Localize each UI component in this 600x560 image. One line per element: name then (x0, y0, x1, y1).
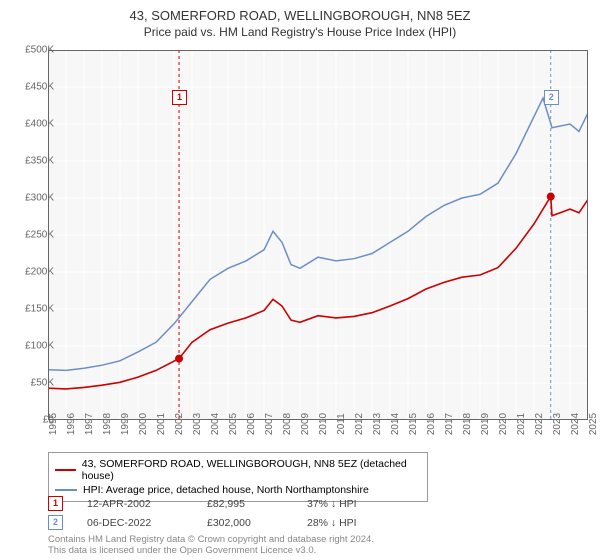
x-tick-label: 2003 (192, 413, 203, 435)
transaction-date: 06-DEC-2022 (87, 517, 187, 529)
y-tick-label: £50K (31, 378, 54, 389)
chart-subtitle: Price paid vs. HM Land Registry's House … (0, 25, 600, 45)
x-tick-label: 2010 (318, 413, 329, 435)
x-tick-label: 2008 (282, 413, 293, 435)
x-tick-label: 2009 (300, 413, 311, 435)
x-tick-label: 2011 (336, 413, 347, 435)
y-tick-label: £500K (25, 45, 54, 56)
transaction-row-1: 1 12-APR-2002 £82,995 37% ↓ HPI (48, 494, 407, 513)
legend-row-property: 43, SOMERFORD ROAD, WELLINGBOROUGH, NN8 … (55, 457, 421, 483)
y-tick-label: £400K (25, 119, 54, 130)
plot-area (48, 50, 588, 420)
x-tick-label: 2024 (570, 413, 581, 435)
x-tick-label: 2004 (210, 413, 221, 435)
x-tick-label: 2020 (498, 413, 509, 435)
transaction-price: £302,000 (207, 517, 287, 529)
x-tick-label: 2012 (354, 413, 365, 435)
x-tick-label: 2021 (516, 413, 527, 435)
transaction-marker-1: 1 (172, 90, 187, 105)
x-tick-label: 2018 (462, 413, 473, 435)
transaction-row-marker: 1 (48, 496, 63, 511)
y-tick-label: £200K (25, 267, 54, 278)
transaction-price: £82,995 (207, 498, 287, 510)
transaction-row-2: 2 06-DEC-2022 £302,000 28% ↓ HPI (48, 513, 407, 532)
footer-line-1: Contains HM Land Registry data © Crown c… (48, 534, 374, 545)
x-tick-label: 2025 (588, 413, 599, 435)
x-tick-label: 1998 (102, 413, 113, 435)
y-tick-label: £350K (25, 156, 54, 167)
x-tick-label: 2006 (246, 413, 257, 435)
x-tick-label: 2000 (138, 413, 149, 435)
y-tick-label: £250K (25, 230, 54, 241)
x-tick-label: 2019 (480, 413, 491, 435)
x-tick-label: 1995 (48, 413, 59, 435)
x-tick-label: 2016 (426, 413, 437, 435)
legend-swatch (55, 469, 76, 471)
x-tick-label: 2014 (390, 413, 401, 435)
transaction-marker-2: 2 (544, 90, 559, 105)
transaction-diff: 37% ↓ HPI (307, 498, 407, 510)
transaction-diff: 28% ↓ HPI (307, 517, 407, 529)
footer-line-2: This data is licensed under the Open Gov… (48, 545, 374, 556)
x-tick-label: 2017 (444, 413, 455, 435)
x-tick-label: 1997 (84, 413, 95, 435)
legend-swatch (55, 489, 77, 491)
y-tick-label: £300K (25, 193, 54, 204)
plot-svg (48, 50, 588, 420)
x-tick-label: 1996 (66, 413, 77, 435)
transaction-row-marker: 2 (48, 515, 63, 530)
legend-label: 43, SOMERFORD ROAD, WELLINGBOROUGH, NN8 … (82, 458, 421, 482)
y-tick-label: £100K (25, 341, 54, 352)
x-tick-label: 2022 (534, 413, 545, 435)
footer-attribution: Contains HM Land Registry data © Crown c… (48, 534, 374, 557)
chart-title: 43, SOMERFORD ROAD, WELLINGBOROUGH, NN8 … (0, 0, 600, 25)
y-tick-label: £150K (25, 304, 54, 315)
transaction-date: 12-APR-2002 (87, 498, 187, 510)
x-tick-label: 2015 (408, 413, 419, 435)
x-tick-label: 2007 (264, 413, 275, 435)
x-tick-label: 2005 (228, 413, 239, 435)
x-tick-label: 2002 (174, 413, 185, 435)
y-tick-label: £450K (25, 82, 54, 93)
x-tick-label: 2023 (552, 413, 563, 435)
transaction-table: 1 12-APR-2002 £82,995 37% ↓ HPI 2 06-DEC-2022… (48, 494, 407, 532)
chart-container: 43, SOMERFORD ROAD, WELLINGBOROUGH, NN8 … (0, 0, 600, 560)
x-tick-label: 2013 (372, 413, 383, 435)
x-tick-label: 2001 (156, 413, 167, 435)
x-tick-label: 1999 (120, 413, 131, 435)
